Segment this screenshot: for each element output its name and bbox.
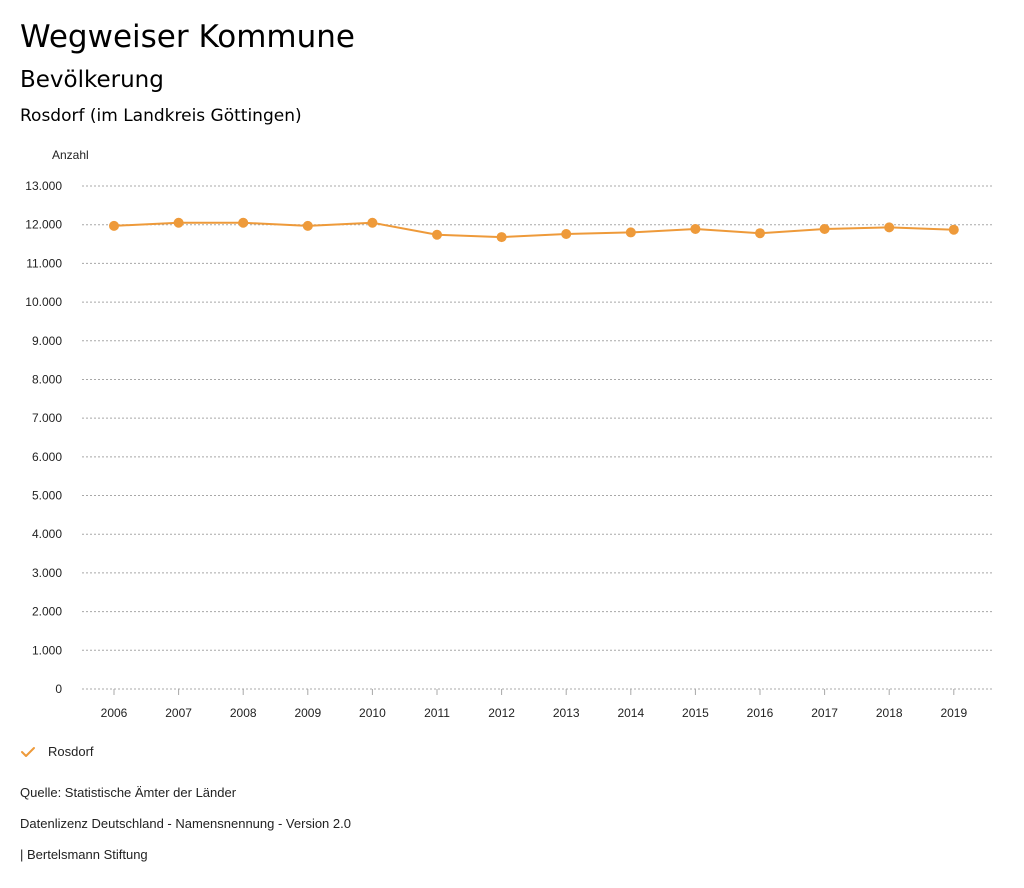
checkmark-icon [21,746,35,757]
y-tick-label: 0 [55,682,62,696]
chart-title: Rosdorf (im Landkreis Göttingen) [20,106,302,126]
y-tick-label: 9.000 [32,334,62,348]
x-tick-label: 2006 [101,706,128,720]
data-point[interactable] [625,227,636,238]
site-title: Wegweiser Kommune [20,19,355,55]
x-axis-ticks: 2006 2007 2008 2009 2010 2011 2012 2013 2014 2015… [101,689,967,720]
data-point[interactable] [173,217,184,228]
data-point[interactable] [496,232,507,243]
license-text: Datenlizenz Deutschland - Namensnennung … [20,816,351,831]
data-series [109,217,959,243]
y-tick-label: 11.000 [26,256,62,270]
series-line [113,221,954,239]
y-tick-label: 8.000 [32,372,62,386]
x-tick-label: 2013 [553,706,580,720]
data-point[interactable] [755,228,765,239]
y-tick-label: 13.000 [25,179,62,193]
x-tick-label: 2012 [488,706,515,720]
x-tick-label: 2017 [811,706,838,720]
x-tick-label: 2015 [682,706,709,720]
y-tick-label: 1.000 [32,643,62,657]
x-tick-label: 2016 [747,706,774,720]
legend-item-rosdorf[interactable]: Rosdorf [20,744,94,759]
data-point[interactable] [948,224,959,235]
y-tick-label: 6.000 [32,450,62,464]
gridlines [82,185,992,690]
legend-label: Rosdorf [48,744,94,759]
data-point[interactable] [432,229,442,240]
section-title: Bevölkerung [20,67,164,93]
data-point[interactable] [367,217,378,228]
x-tick-label: 2007 [165,706,192,720]
x-tick-label: 2018 [876,706,903,720]
x-tick-label: 2010 [359,706,386,720]
x-tick-label: 2019 [940,706,967,720]
data-point[interactable] [690,223,701,234]
data-point[interactable] [109,220,119,231]
y-tick-label: 10.000 [25,295,62,309]
x-tick-label: 2011 [424,706,450,720]
publisher-text: | Bertelsmann Stiftung [20,847,148,862]
line-chart: Anzahl 0 1.000 2.000 3.000 4.000 5.000 6.000 7.… [25,148,992,720]
y-tick-label: 5.000 [32,489,62,503]
x-tick-label: 2008 [230,706,257,720]
y-axis-label: Anzahl [52,148,89,162]
data-point[interactable] [561,228,572,239]
y-tick-label: 2.000 [32,605,62,619]
data-point[interactable] [302,220,313,231]
y-axis-ticks: 0 1.000 2.000 3.000 4.000 5.000 6.000 7.000 8.00… [25,179,62,696]
y-tick-label: 4.000 [32,527,62,541]
data-point[interactable] [238,217,249,228]
x-tick-label: 2009 [294,706,321,720]
y-tick-label: 12.000 [25,218,62,232]
y-tick-label: 3.000 [32,566,62,580]
data-point[interactable] [884,222,895,233]
y-tick-label: 7.000 [32,411,62,425]
data-point[interactable] [819,223,830,234]
source-text: Quelle: Statistische Ämter der Länder [20,785,237,800]
x-tick-label: 2014 [617,706,644,720]
